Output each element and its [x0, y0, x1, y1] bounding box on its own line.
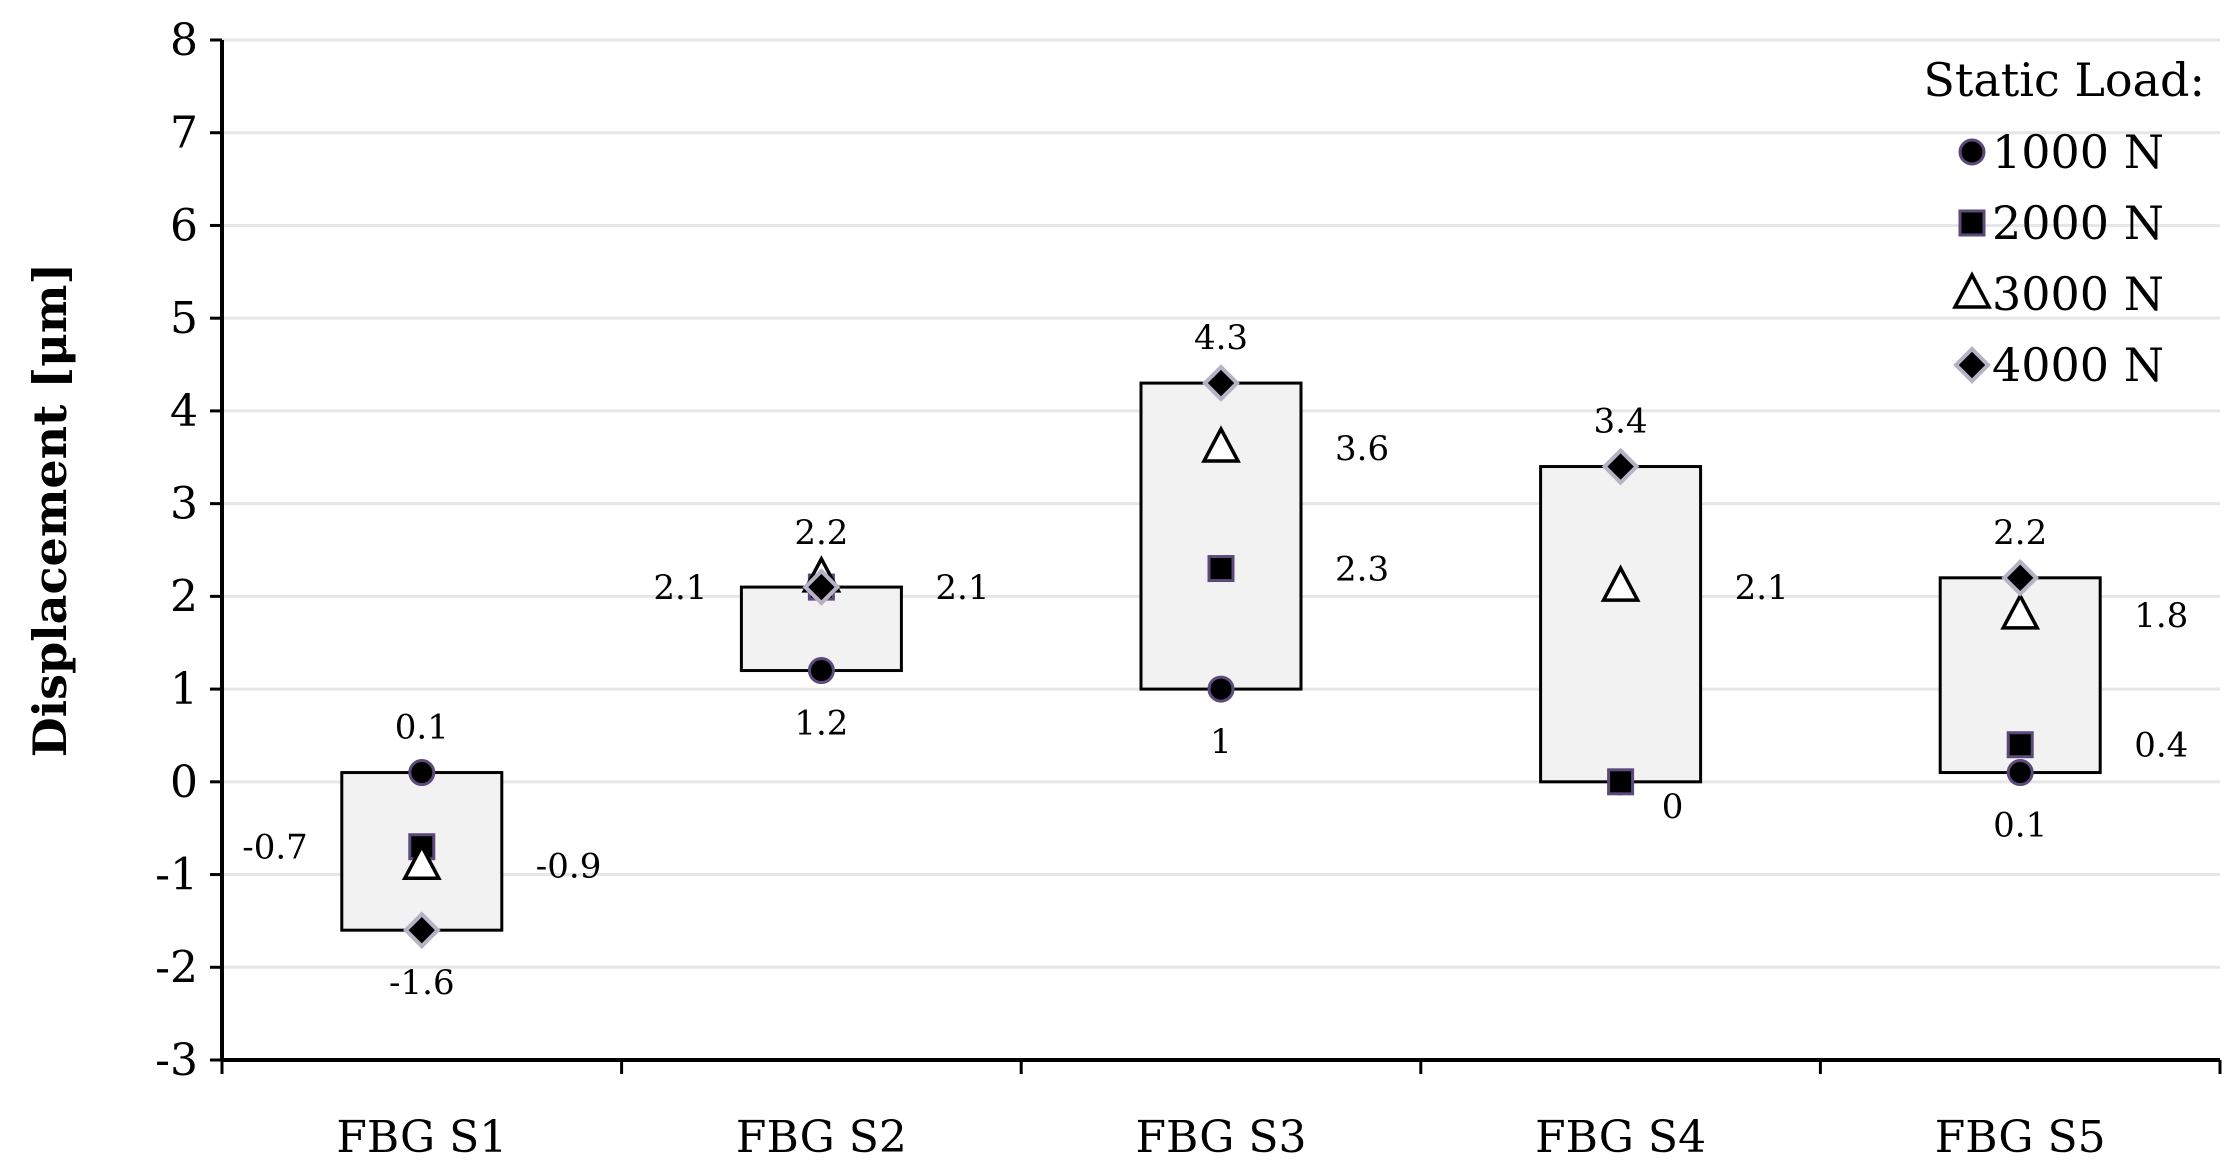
category-label: FBG S4	[1535, 1112, 1706, 1163]
y-tick-label: 1	[170, 664, 198, 715]
y-tick-label: 2	[170, 571, 198, 622]
legend: Static Load: 1000 N 2000 N 3000 N 4000 N	[1923, 53, 2205, 392]
data-label: 3.4	[1594, 402, 1648, 442]
square-marker	[1607, 768, 1635, 796]
data-label: 4.3	[1194, 318, 1248, 358]
data-label: 1	[1210, 722, 1232, 762]
diamond-marker	[402, 911, 441, 950]
y-tick-label: 5	[170, 293, 198, 344]
y-tick-labels: -3 -2 -1 0 1 2 3 4 5 6 7 8	[155, 15, 222, 1086]
y-axis-title: Displacement [μm]	[23, 263, 77, 758]
category-label: FBG S1	[336, 1112, 507, 1163]
data-label: 2.1	[935, 568, 989, 608]
legend-entry-label: 1000 N	[1992, 125, 2164, 179]
y-tick-label: -2	[155, 942, 198, 993]
data-label: 3.6	[1335, 429, 1389, 469]
y-tick-label: 6	[170, 200, 198, 251]
square-marker	[1207, 555, 1235, 583]
range-box	[1539, 465, 1703, 784]
data-label: 0.1	[1993, 806, 2047, 846]
category-label: FBG S2	[736, 1112, 907, 1163]
triangle-marker	[1201, 425, 1241, 463]
y-tick-label: 4	[170, 386, 198, 437]
data-labels: 0.1 -0.7 -0.9 -1.6 2.2 2.1 2.1 1.2 4.3 3.6 2.3 1 3.4…	[242, 318, 2188, 1003]
data-label: 2.2	[1993, 513, 2047, 553]
range-boxes	[340, 381, 2102, 932]
data-label: 2.1	[653, 568, 707, 608]
axes	[220, 40, 2220, 1062]
triangle-marker	[1600, 564, 1641, 602]
y-tick-label: -1	[155, 850, 198, 901]
category-labels: FBG S1 FBG S2 FBG S3 FBG S4 FBG S5	[220, 1060, 2222, 1163]
circle-marker	[408, 759, 436, 787]
legend-entry-label: 2000 N	[1992, 196, 2164, 250]
y-tick-label: 7	[170, 108, 198, 159]
legend-entry-label: 3000 N	[1992, 267, 2164, 321]
data-label: 1.8	[2134, 596, 2188, 636]
square-marker	[2006, 731, 2034, 759]
y-tick-label: 8	[170, 15, 198, 66]
y-tick-label: 0	[170, 757, 198, 808]
data-label: 2.3	[1335, 550, 1389, 590]
data-markers	[401, 364, 2041, 950]
diamond-marker	[2001, 558, 2040, 597]
data-label: -0.7	[242, 828, 308, 868]
data-label: 0	[1662, 787, 1684, 827]
triangle-marker	[401, 842, 442, 881]
data-label: -0.9	[536, 846, 602, 886]
data-label: 2.1	[1735, 568, 1789, 608]
category-label: FBG S3	[1136, 1112, 1307, 1163]
category-label: FBG S5	[1935, 1112, 2106, 1163]
circle-marker	[1207, 675, 1235, 703]
data-label: 2.2	[794, 513, 848, 553]
diamond-marker	[802, 568, 841, 606]
legend-diamond-marker	[1953, 346, 1991, 384]
legend-title: Static Load:	[1923, 53, 2205, 107]
data-label: 0.1	[395, 708, 449, 748]
y-tick-label: -3	[155, 1035, 198, 1086]
diamond-marker	[1202, 364, 1240, 402]
data-label: 0.4	[2134, 726, 2188, 766]
y-tick-label: 3	[170, 479, 198, 530]
data-label: 1.2	[794, 704, 848, 744]
legend-circle-marker	[1958, 138, 1986, 166]
data-label: -1.6	[389, 963, 455, 1003]
circle-marker	[2006, 759, 2034, 787]
legend-triangle-marker	[1952, 271, 1992, 309]
triangle-marker	[2000, 592, 2041, 630]
diamond-marker	[1601, 447, 1640, 486]
circle-marker	[807, 657, 835, 685]
legend-square-marker	[1958, 209, 1986, 237]
legend-entry-label: 4000 N	[1992, 338, 2164, 392]
